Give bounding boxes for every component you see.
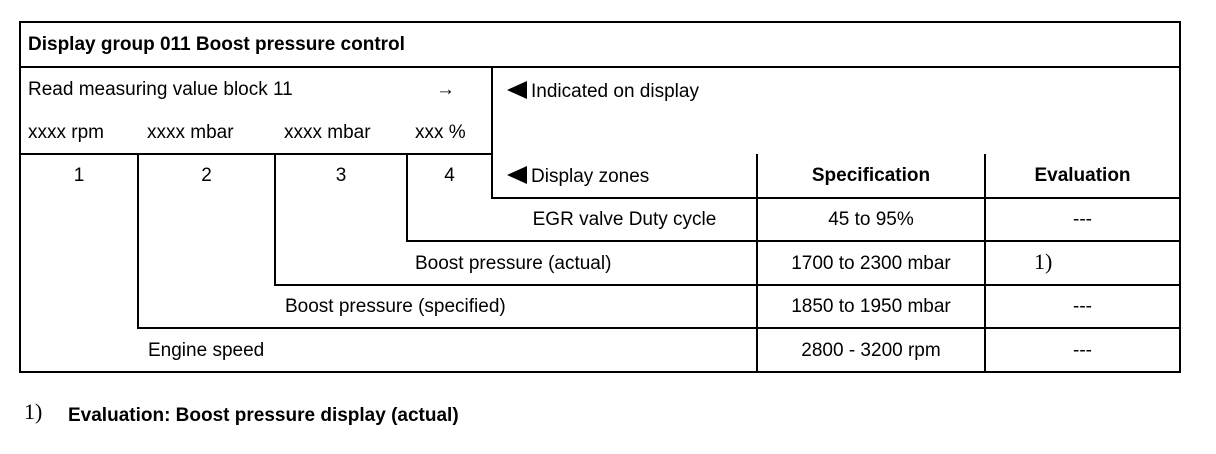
unit-4: xxx % bbox=[415, 122, 466, 143]
row-eval: --- bbox=[1073, 340, 1092, 361]
field-2: 2 bbox=[201, 165, 212, 186]
unit-2: xxxx mbar bbox=[147, 122, 234, 143]
footnote-marker: 1) bbox=[24, 399, 43, 424]
field-4: 4 bbox=[444, 165, 455, 186]
field-1: 1 bbox=[73, 165, 85, 186]
divider bbox=[491, 197, 1181, 199]
border-bottom bbox=[19, 371, 1181, 373]
connector-2 bbox=[137, 327, 1181, 329]
triangle-left-icon bbox=[507, 166, 527, 184]
header-specification: Specification bbox=[811, 165, 931, 186]
row-label: Boost pressure (actual) bbox=[415, 253, 612, 274]
row-eval: --- bbox=[1073, 209, 1092, 230]
row-label: Boost pressure (specified) bbox=[285, 296, 506, 317]
header-evaluation: Evaluation bbox=[1034, 165, 1131, 186]
border-left bbox=[19, 21, 21, 373]
connector-3 bbox=[274, 153, 276, 286]
divider bbox=[756, 154, 758, 373]
divider bbox=[984, 154, 986, 373]
row-spec: 1700 to 2300 mbar bbox=[791, 253, 951, 274]
indicated-label: Indicated on display bbox=[531, 81, 699, 102]
connector-4 bbox=[406, 153, 408, 242]
divider bbox=[19, 153, 493, 155]
row-eval-footnote-ref: 1) bbox=[1034, 249, 1053, 274]
connector-4 bbox=[406, 240, 1181, 242]
divider bbox=[19, 66, 1181, 68]
row-label: EGR valve Duty cycle bbox=[532, 209, 717, 230]
indicated-on-display: Indicated on display bbox=[507, 80, 699, 104]
row-eval: --- bbox=[1073, 296, 1092, 317]
row-spec: 45 to 95% bbox=[828, 209, 914, 230]
footnote-text: Evaluation: Boost pressure display (actu… bbox=[68, 405, 459, 426]
triangle-left-icon bbox=[507, 81, 527, 99]
connector-3 bbox=[274, 284, 1181, 286]
row-spec: 2800 - 3200 rpm bbox=[801, 340, 941, 361]
connector-2 bbox=[137, 153, 139, 329]
field-3: 3 bbox=[335, 165, 347, 186]
display-zones-label: Display zones bbox=[531, 166, 650, 187]
row-label: Engine speed bbox=[148, 340, 265, 361]
row-spec: 1850 to 1950 mbar bbox=[791, 296, 951, 317]
table-title: Display group 011 Boost pressure control bbox=[28, 34, 405, 55]
border-top bbox=[19, 21, 1181, 23]
unit-3: xxxx mbar bbox=[284, 122, 371, 143]
arrow-right-icon: → bbox=[436, 79, 455, 100]
divider bbox=[491, 66, 493, 199]
read-block-label: Read measuring value block 11 bbox=[28, 79, 293, 100]
display-zones: Display zones bbox=[507, 165, 649, 189]
unit-1: xxxx rpm bbox=[28, 122, 104, 143]
